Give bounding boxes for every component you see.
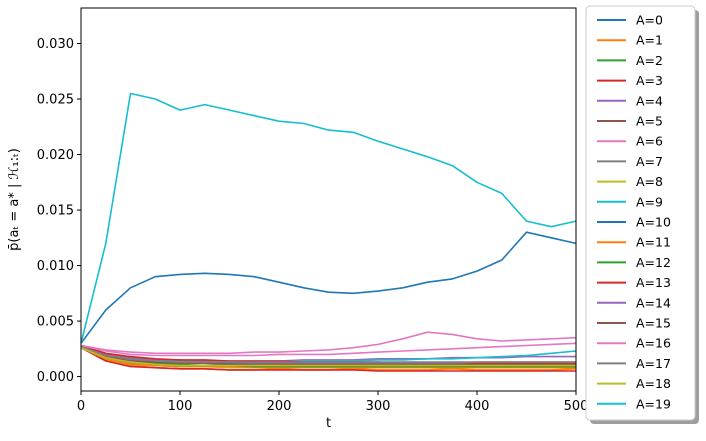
legend-items: A=0 A=1 A=2 A=3 A=4 A=5 A=6 A=7 A=8 A=9 A=10 A=11 A=… bbox=[597, 13, 671, 411]
legend-label: A=2 bbox=[636, 53, 663, 68]
y-tick-label: 0.005 bbox=[37, 315, 74, 330]
y-tick-label: 0.000 bbox=[37, 370, 74, 385]
series-line-6 bbox=[80, 331, 577, 355]
legend-label: A=19 bbox=[636, 396, 671, 411]
legend-label: A=15 bbox=[636, 316, 671, 331]
x-axis-label: t bbox=[326, 416, 331, 431]
y-axis: 0.000 0.005 0.010 0.015 0.020 0.025 0.030 bbox=[37, 37, 81, 385]
x-tick-label: 300 bbox=[366, 399, 391, 414]
legend-label: A=0 bbox=[636, 13, 663, 28]
legend-label: A=12 bbox=[636, 255, 671, 270]
legend-label: A=14 bbox=[636, 295, 671, 310]
y-tick-label: 0.025 bbox=[37, 93, 74, 108]
x-axis: 0 100 200 300 400 500 bbox=[77, 391, 589, 414]
plot-frame bbox=[80, 7, 577, 392]
legend-label: A=11 bbox=[636, 235, 671, 250]
series-line-19 bbox=[80, 92, 577, 344]
legend-label: A=5 bbox=[636, 114, 663, 129]
y-axis-label: p̄(aₜ = a* | ℋ₁:ₜ) bbox=[7, 148, 22, 251]
legend-label: A=1 bbox=[636, 33, 663, 48]
legend-label: A=10 bbox=[636, 215, 671, 230]
legend-label: A=17 bbox=[636, 356, 671, 371]
y-tick-label: 0.030 bbox=[37, 37, 74, 52]
legend-label: A=6 bbox=[636, 134, 663, 149]
series-line-10 bbox=[80, 231, 577, 344]
series-layer bbox=[80, 92, 577, 372]
y-tick-label: 0.015 bbox=[37, 204, 74, 219]
legend-label: A=9 bbox=[636, 194, 663, 209]
legend-label: A=8 bbox=[636, 174, 663, 189]
series-line-16 bbox=[80, 342, 577, 357]
series-line-11 bbox=[80, 346, 576, 369]
x-tick-label: 200 bbox=[267, 399, 292, 414]
series-line-15 bbox=[80, 346, 576, 366]
y-tick-label: 0.010 bbox=[37, 259, 74, 274]
legend-label: A=16 bbox=[636, 336, 671, 351]
y-tick-label: 0.020 bbox=[37, 148, 74, 163]
legend: A=0 A=1 A=2 A=3 A=4 A=5 A=6 A=7 A=8 A=9 A=10 A=11 A=… bbox=[585, 5, 699, 424]
legend-label: A=3 bbox=[636, 73, 663, 88]
legend-label: A=4 bbox=[636, 93, 663, 108]
x-tick-label: 100 bbox=[168, 399, 193, 414]
legend-label: A=18 bbox=[636, 376, 671, 391]
legend-label: A=13 bbox=[636, 275, 671, 290]
x-tick-label: 0 bbox=[77, 399, 85, 414]
x-tick-label: 500 bbox=[564, 399, 589, 414]
series-line-17 bbox=[80, 345, 576, 363]
x-tick-label: 400 bbox=[465, 399, 490, 414]
legend-box bbox=[585, 5, 696, 421]
legend-label: A=7 bbox=[636, 154, 663, 169]
series-line-18 bbox=[80, 346, 576, 367]
series-line-3 bbox=[80, 346, 576, 372]
